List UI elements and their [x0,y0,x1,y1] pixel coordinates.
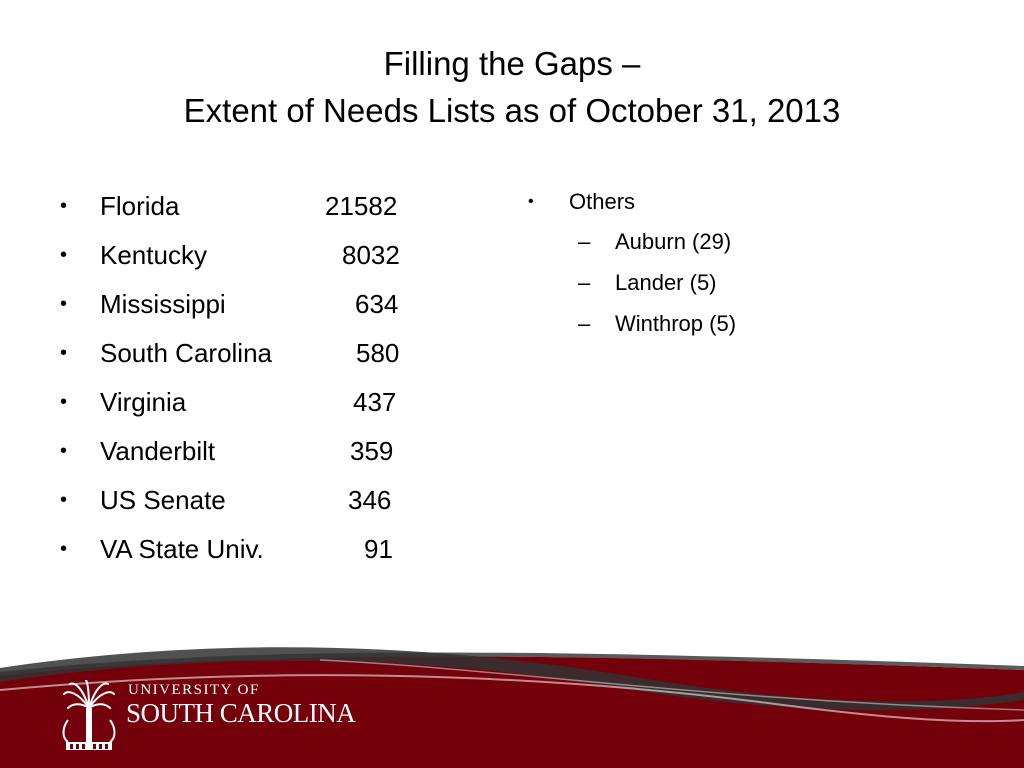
sub-item-label: Auburn (29) [615,229,732,254]
sub-list-item: – Winthrop (5) [528,306,988,347]
logo-text-large: SOUTH CAROLINA [126,698,356,728]
footer-swoosh-dark [0,647,1024,711]
item-value: 359 [350,436,394,466]
needs-list: • Florida 21582 • Kentucky 8032 • Missis… [60,184,440,576]
item-value: 91 [364,534,393,564]
dash-icon: – [578,311,591,336]
slide-title: Filling the Gaps – Extent of Needs Lists… [0,40,1024,134]
item-label: South Carolina [100,338,272,368]
list-item: • Kentucky 8032 [60,233,440,282]
others-item: • Others [528,184,988,224]
list-item: • Mississippi 634 [60,282,440,331]
bullet-icon: • [60,342,68,364]
bullet-icon: • [60,391,68,413]
sub-item-label: Winthrop (5) [615,311,737,336]
list-item: • VA State Univ. 91 [60,527,440,576]
logo-text-small: UNIVERSITY OF [128,682,260,698]
dash-icon: – [578,270,591,295]
bullet-icon: • [60,538,68,560]
sub-list-item: – Lander (5) [528,265,988,306]
item-label: Vanderbilt [100,436,216,466]
dash-icon: – [578,229,591,254]
item-label: Florida [100,191,180,221]
list-item: • South Carolina 580 [60,331,440,380]
item-value: 634 [355,289,399,319]
item-label: Kentucky [100,240,207,270]
others-label: Others [569,189,636,214]
item-label: VA State Univ. [100,534,264,564]
list-item: • Vanderbilt 359 [60,429,440,478]
item-label: Virginia [100,387,187,417]
footer-swoosh-light [0,674,1024,723]
bullet-icon: • [60,293,68,315]
item-value: 21582 [325,191,398,221]
sub-list-item: – Auburn (29) [528,224,988,265]
list-item: • Florida 21582 [60,184,440,233]
bullet-icon: • [60,489,68,511]
title-line-1: Filling the Gaps – [383,45,641,82]
bullet-icon: • [528,193,534,210]
bullet-icon: • [60,244,68,266]
list-item: • Virginia 437 [60,380,440,429]
item-label: US Senate [100,485,226,515]
item-value: 346 [348,485,392,515]
item-value: 580 [356,338,400,368]
item-value: 8032 [342,240,400,270]
footer-red-band [0,656,1024,768]
bullet-icon: • [60,195,68,217]
title-line-2: Extent of Needs Lists as of October 31, … [183,92,841,129]
footer-band [0,647,1024,768]
palmetto-seal-icon [62,680,116,750]
university-logo: UNIVERSITY OF SOUTH CAROLINA [60,680,356,760]
sub-item-label: Lander (5) [615,270,717,295]
item-label: Mississippi [100,289,226,319]
others-list: • Others – Auburn (29) – Lander (5) – Wi… [528,184,988,347]
footer-swoosh-light-2 [319,659,1024,711]
list-item: • US Senate 346 [60,478,440,527]
item-value: 437 [353,387,397,417]
bullet-icon: • [60,440,68,462]
